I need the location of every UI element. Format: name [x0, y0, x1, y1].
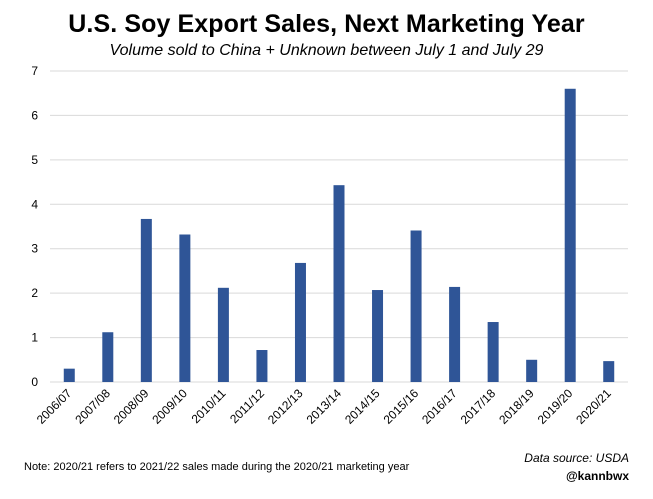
- bars: [63, 88, 615, 383]
- x-tick-label: 2020/21: [573, 386, 614, 427]
- bar-2018-19: [526, 359, 538, 382]
- data-source: Data source: USDA: [524, 451, 629, 465]
- bar-2019-20: [564, 88, 576, 383]
- bar-2017-18: [487, 322, 499, 382]
- bar-2009-10: [179, 234, 191, 382]
- y-tick-label: 1: [31, 331, 38, 345]
- bar-2006-07: [63, 368, 75, 382]
- y-tick-label: 6: [31, 108, 38, 122]
- y-tick-label: 2: [31, 286, 38, 300]
- y-tick-label: 7: [31, 64, 38, 78]
- x-tick-label: 2006/07: [34, 386, 75, 427]
- x-tick-label: 2018/19: [496, 386, 537, 427]
- x-tick-label: 2010/11: [189, 386, 229, 426]
- bar-2010-11: [217, 287, 229, 382]
- x-tick-label: 2009/10: [149, 386, 190, 427]
- x-tick-label: 2016/17: [419, 386, 460, 427]
- bar-2008-09: [140, 218, 152, 382]
- y-tick-label: 0: [31, 375, 38, 389]
- x-tick-label: 2019/20: [535, 386, 576, 427]
- x-tick-label: 2012/13: [265, 386, 306, 427]
- bar-2011-12: [256, 350, 268, 382]
- author-handle: @kannbwx: [565, 469, 629, 483]
- bar-2020-21: [603, 361, 615, 382]
- x-tick-label: 2017/18: [458, 386, 499, 427]
- x-tick-label: 2008/09: [111, 386, 152, 427]
- bar-2013-14: [333, 185, 345, 382]
- y-tick-label: 4: [31, 197, 38, 211]
- bar-2015-16: [410, 230, 422, 382]
- x-tick-label: 2013/14: [304, 386, 345, 427]
- x-tick-label: 2014/15: [342, 386, 383, 427]
- bar-2014-15: [372, 290, 384, 382]
- bar-2016-17: [449, 286, 461, 382]
- x-tick-label: 2011/12: [227, 386, 267, 426]
- x-axis-ticks: 2006/072007/082008/092009/102010/112011/…: [34, 386, 614, 427]
- y-tick-label: 5: [31, 153, 38, 167]
- y-axis-ticks: 0 1 2 3 4 5 6 7: [31, 64, 38, 389]
- chart-subtitle: Volume sold to China + Unknown between J…: [109, 42, 544, 59]
- x-tick-label: 2015/16: [381, 386, 422, 427]
- footnote: Note: 2020/21 refers to 2021/22 sales ma…: [24, 461, 410, 473]
- y-tick-label: 3: [31, 242, 38, 256]
- chart-title: U.S. Soy Export Sales, Next Marketing Ye…: [68, 10, 585, 38]
- bar-2012-13: [294, 262, 306, 382]
- x-tick-label: 2007/08: [72, 386, 113, 427]
- bar-2007-08: [102, 332, 114, 382]
